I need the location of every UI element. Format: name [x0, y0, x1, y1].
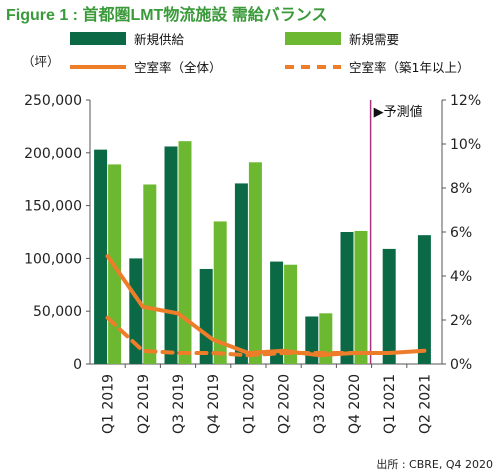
x-tick-label: Q3 2019 [171, 374, 187, 434]
bar-supply [94, 149, 108, 364]
bar-supply [270, 261, 284, 364]
bar-demand [248, 162, 262, 364]
x-tick-label: Q4 2019 [206, 374, 222, 434]
y-tick-label-left: 100,000 [24, 251, 82, 267]
y-tick-label-right: 12% [450, 93, 481, 109]
legend-label: 空室率（築1年以上） [349, 60, 469, 75]
x-tick-label: Q2 2021 [417, 374, 433, 434]
x-tick-label: Q1 2021 [382, 374, 398, 434]
x-tick-label: Q2 2019 [136, 374, 152, 434]
y-tick-label-left: 150,000 [24, 199, 82, 215]
legend-swatch [285, 32, 341, 45]
source-note: 出所 : CBRE, Q4 2020 [376, 457, 493, 471]
y-tick-label-right: 10% [450, 137, 481, 153]
y-tick-label-left: 200,000 [24, 146, 82, 162]
bar-supply [417, 235, 431, 364]
line-vacancy-all [105, 254, 427, 358]
bar-supply [340, 232, 354, 364]
forecast-label: ▶予測値 [374, 104, 423, 120]
y-tick-label-right: 4% [450, 269, 472, 285]
x-tick-label: Q2 2020 [277, 374, 293, 434]
y-tick-label-left: 250,000 [24, 93, 82, 109]
line-vacancy-1yr [105, 315, 356, 358]
bar-supply [164, 146, 178, 364]
y-tick-label-right: 0% [450, 357, 472, 373]
y-tick-label-right: 8% [450, 181, 472, 197]
bar-demand [143, 184, 157, 364]
x-tick-label: Q1 2019 [101, 374, 117, 434]
bar-demand [178, 141, 192, 364]
legend-label: 新規供給 [134, 32, 185, 47]
bar-supply [199, 268, 213, 364]
bar-supply [129, 258, 143, 364]
x-tick-label: Q3 2020 [312, 374, 328, 434]
legend-label: 新規需要 [349, 32, 399, 47]
y-axis-left-label: （坪） [22, 54, 60, 69]
y-tick-label-left: 0 [73, 357, 82, 373]
bar-supply [234, 183, 248, 364]
y-tick-label-right: 2% [450, 313, 472, 329]
bar-supply [382, 248, 396, 364]
x-tick-label: Q4 2020 [347, 374, 363, 434]
y-tick-label-right: 6% [450, 225, 472, 241]
y-tick-label-left: 50,000 [33, 304, 82, 320]
bar-demand [354, 230, 368, 364]
legend-label: 空室率（全体） [134, 60, 222, 75]
legend-swatch [70, 32, 126, 45]
bar-demand [213, 221, 227, 364]
bar-demand [284, 264, 298, 364]
figure-title: Figure 1 : 首都圏LMT物流施設 需給バランス [6, 5, 327, 24]
plot-area: 0 50,000 100,000 150,000 200,000 250,000 0% 2% 4… [24, 93, 481, 434]
x-tick-label: Q1 2020 [241, 374, 257, 434]
